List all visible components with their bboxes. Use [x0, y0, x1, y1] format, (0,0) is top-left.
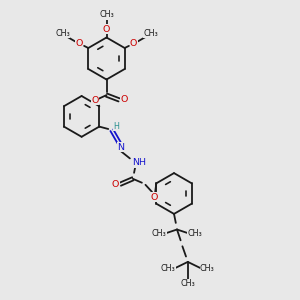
Text: CH₃: CH₃	[200, 264, 215, 273]
Text: CH₃: CH₃	[161, 264, 176, 273]
Text: CH₃: CH₃	[143, 29, 158, 38]
Text: CH₃: CH₃	[55, 29, 70, 38]
Text: O: O	[112, 180, 119, 189]
Text: O: O	[76, 39, 83, 48]
Text: O: O	[92, 96, 99, 105]
Text: NH: NH	[133, 158, 146, 167]
Text: O: O	[103, 25, 110, 34]
Text: O: O	[130, 39, 137, 48]
Text: O: O	[151, 193, 158, 202]
Text: N: N	[117, 143, 124, 152]
Text: CH₃: CH₃	[188, 229, 202, 238]
Text: CH₃: CH₃	[152, 229, 166, 238]
Text: O: O	[120, 95, 128, 104]
Text: H: H	[114, 122, 120, 130]
Text: CH₃: CH₃	[180, 279, 195, 288]
Text: CH₃: CH₃	[99, 10, 114, 19]
